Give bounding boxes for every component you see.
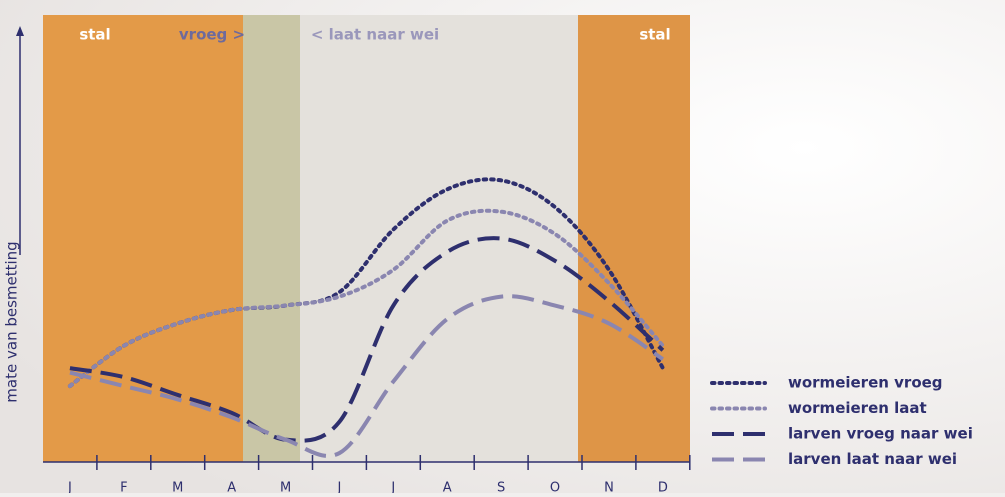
- laat-band: [300, 15, 578, 462]
- x-tick-label: F: [120, 481, 127, 494]
- band-label: stal: [79, 26, 110, 44]
- x-tick-label: J: [67, 481, 72, 494]
- series-line: [69, 236, 665, 443]
- series-line: [69, 294, 664, 458]
- series-line: [67, 177, 665, 389]
- x-tick-label: O: [550, 481, 560, 494]
- x-tick-label: A: [227, 481, 236, 494]
- legend-label: larven vroeg naar wei: [788, 425, 973, 443]
- legend-label: wormeieren vroeg: [788, 374, 943, 392]
- x-tick-label: M: [172, 481, 183, 494]
- series-line: [67, 208, 665, 389]
- x-tick-label: A: [443, 481, 452, 494]
- stal-band: [578, 15, 690, 462]
- x-tick-label: M: [280, 481, 291, 494]
- band-label: vroeg >: [179, 26, 245, 44]
- x-tick-label: J: [390, 481, 395, 494]
- vroeg-band: [243, 15, 300, 462]
- x-tick-label: J: [337, 481, 342, 494]
- stal-band: [43, 15, 243, 462]
- band-label: < laat naar wei: [311, 26, 439, 44]
- x-tick-label: D: [658, 481, 668, 494]
- legend-label: larven laat naar wei: [788, 450, 957, 468]
- legend-label: wormeieren laat: [788, 399, 927, 417]
- arrow-head: [16, 26, 24, 36]
- band-label: stal: [639, 26, 670, 44]
- y-axis-label: mate van besmetting: [3, 241, 21, 402]
- x-tick-label: N: [604, 481, 614, 494]
- x-tick-label: S: [497, 481, 505, 494]
